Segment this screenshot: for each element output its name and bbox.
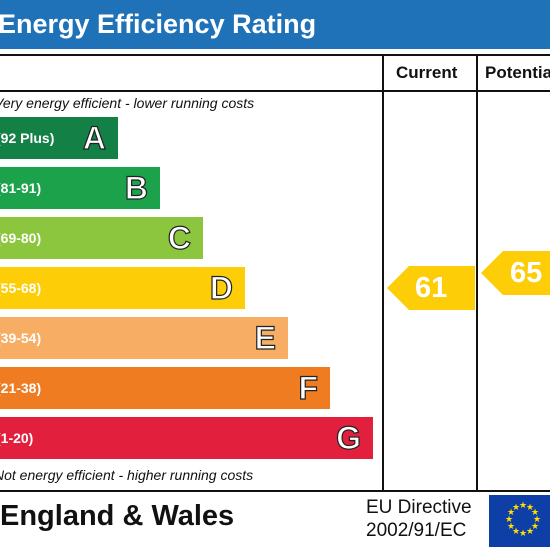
current-rating-value: 61	[415, 272, 448, 304]
band-range: (92 Plus)	[0, 130, 55, 146]
band-letter: F	[298, 369, 319, 406]
svg-text:★: ★	[512, 503, 520, 513]
band-e: (39-54) E	[0, 317, 288, 359]
note-top: Very energy efficient - lower running co…	[0, 95, 255, 111]
column-header-current: Current	[396, 63, 458, 82]
band-b: (81-91) B	[0, 167, 160, 209]
eu-directive: EU Directive 2002/91/EC	[366, 496, 472, 542]
svg-text:★: ★	[533, 515, 541, 525]
svg-text:★: ★	[507, 522, 515, 532]
band-range: (69-80)	[0, 230, 42, 246]
band-range: (1-20)	[0, 430, 34, 446]
band-letter: E	[254, 319, 277, 356]
column-divider-potential	[476, 54, 478, 492]
svg-text:★: ★	[507, 508, 515, 518]
current-rating-arrow: 61	[387, 266, 475, 310]
column-header-potential: Potential	[485, 63, 550, 82]
svg-text:★: ★	[512, 527, 520, 537]
band-letter: G	[336, 419, 362, 456]
band-a: (92 Plus) A	[0, 117, 118, 159]
svg-text:★: ★	[505, 515, 513, 525]
page-title: Energy Efficiency Rating	[0, 9, 317, 39]
eu-stars: ★★★ ★★★ ★★★ ★★★	[505, 501, 541, 539]
potential-arrow-shape	[481, 251, 550, 295]
svg-text:★: ★	[526, 527, 534, 537]
potential-rating-value: 65	[510, 257, 543, 289]
svg-text:★: ★	[531, 508, 539, 518]
band-letter: D	[209, 269, 233, 306]
note-bottom: Not energy efficient - higher running co…	[0, 467, 254, 483]
band-f: (21-38) F	[0, 367, 330, 409]
band-range: (55-68)	[0, 280, 42, 296]
rating-table	[0, 54, 550, 492]
svg-text:★: ★	[519, 529, 527, 539]
region-label: England & Wales	[0, 500, 235, 532]
current-arrow-shape	[387, 266, 475, 310]
svg-text:★: ★	[519, 501, 527, 511]
svg-text:★: ★	[526, 503, 534, 513]
header-row-divider	[0, 90, 550, 92]
eu-directive-line2: 2002/91/EC	[366, 520, 467, 541]
band-range: (81-91)	[0, 180, 42, 196]
band-range: (21-38)	[0, 380, 42, 396]
band-letter: A	[82, 119, 106, 156]
eu-directive-line1: EU Directive	[366, 497, 472, 518]
title-bar: Energy Efficiency Rating	[0, 0, 550, 49]
svg-text:★: ★	[531, 522, 539, 532]
band-range: (39-54)	[0, 330, 42, 346]
band-d: (55-68) D	[0, 267, 245, 309]
eu-flag-icon: ★ ★ ★ ★ ★ ★ ★ ★ ★ ★ ★ ★	[489, 495, 550, 547]
band-letter: B	[124, 169, 148, 206]
column-divider-current	[382, 54, 384, 492]
band-c: (69-80) C	[0, 217, 203, 259]
band-g: (1-20) G	[0, 417, 373, 459]
band-letter: C	[167, 219, 191, 256]
potential-rating-arrow: 65	[481, 251, 550, 295]
